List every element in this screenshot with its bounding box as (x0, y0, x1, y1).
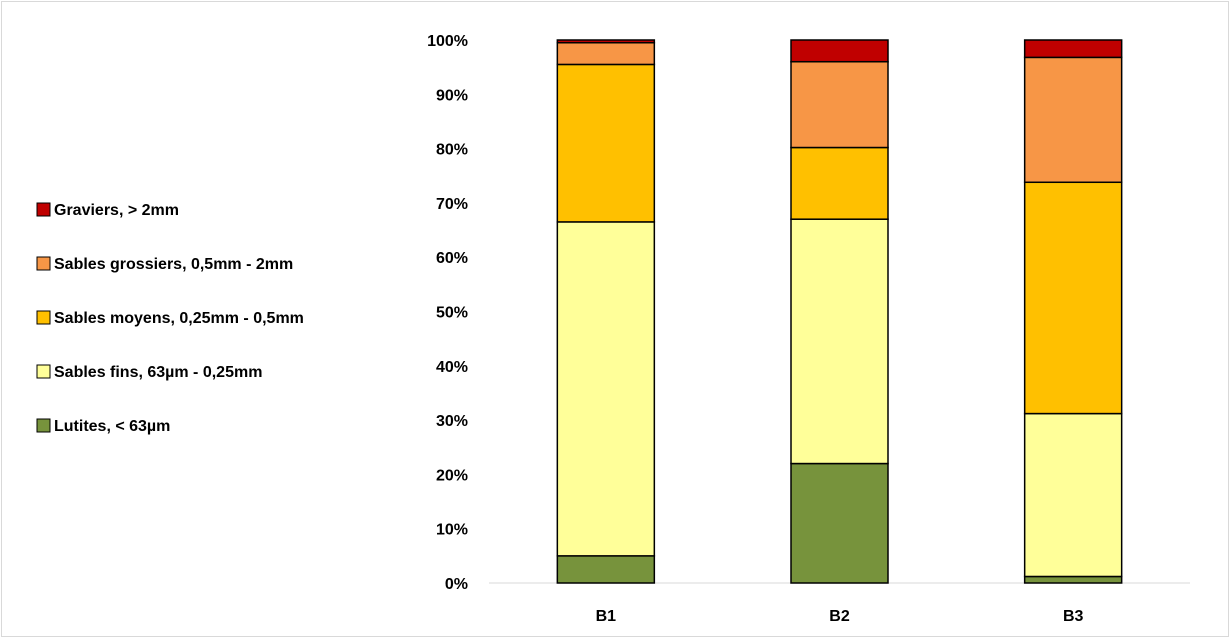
bar-segment (1023, 39, 1123, 59)
y-tick-label: 50% (436, 305, 468, 322)
legend-label: Sables grossiers, 0,5mm - 2mm (54, 256, 293, 273)
y-tick-label: 60% (436, 250, 468, 267)
bar-segment (1023, 575, 1123, 584)
bar-segment (790, 218, 889, 465)
legend-label: Graviers, > 2mm (54, 202, 179, 219)
y-tick-label: 20% (436, 467, 468, 484)
legend-swatch (36, 418, 51, 433)
x-tick-label: B2 (829, 608, 850, 625)
y-tick-label: 80% (436, 142, 468, 159)
y-tick-label: 0% (445, 576, 468, 593)
legend-item: Sables fins, 63µm - 0,25mm (36, 364, 262, 381)
bar-segment (1023, 181, 1123, 415)
y-tick-label: 10% (436, 522, 468, 539)
legend-swatch (36, 256, 51, 271)
bar-segment (556, 555, 656, 584)
x-axis: B1 B2 B3 (489, 582, 1190, 625)
legend-item: Graviers, > 2mm (36, 202, 179, 219)
bar-segment (556, 221, 656, 557)
bar-stack-b2 (790, 39, 889, 584)
legend-swatch (36, 202, 51, 217)
x-tick-label: B1 (596, 608, 617, 625)
legend-item: Sables grossiers, 0,5mm - 2mm (36, 256, 293, 273)
y-tick-label: 70% (436, 196, 468, 213)
bar-segment (1023, 56, 1123, 184)
bar-stack-b3 (1023, 39, 1123, 584)
y-tick-label: 40% (436, 359, 468, 376)
bar-segment (556, 39, 656, 44)
y-tick-label: 100% (427, 33, 468, 50)
bar-segment (790, 60, 889, 149)
legend: Graviers, > 2mm Sables grossiers, 0,5mm -… (36, 202, 304, 435)
legend-item: Sables moyens, 0,25mm - 0,5mm (36, 310, 304, 327)
y-tick-label: 90% (436, 87, 468, 104)
bar-segment (790, 146, 889, 220)
bars (556, 39, 1123, 584)
x-tick-label: B3 (1063, 608, 1084, 625)
y-axis: 0% 10% 20% 30% 40% 50% 60% 70% 80% 90% 100% (427, 33, 468, 593)
bar-segment (556, 63, 656, 223)
bar-segment (1023, 412, 1123, 578)
bar-segment (556, 41, 656, 66)
legend-item: Lutites, < 63µm (36, 418, 170, 435)
legend-label: Sables moyens, 0,25mm - 0,5mm (54, 310, 304, 327)
legend-swatch (36, 310, 51, 325)
bar-segment (790, 462, 889, 584)
bar-segment (790, 39, 889, 63)
legend-label: Sables fins, 63µm - 0,25mm (54, 364, 262, 381)
y-tick-label: 30% (436, 413, 468, 430)
legend-swatch (36, 364, 51, 379)
legend-label: Lutites, < 63µm (54, 418, 170, 435)
bar-stack-b1 (556, 39, 656, 584)
